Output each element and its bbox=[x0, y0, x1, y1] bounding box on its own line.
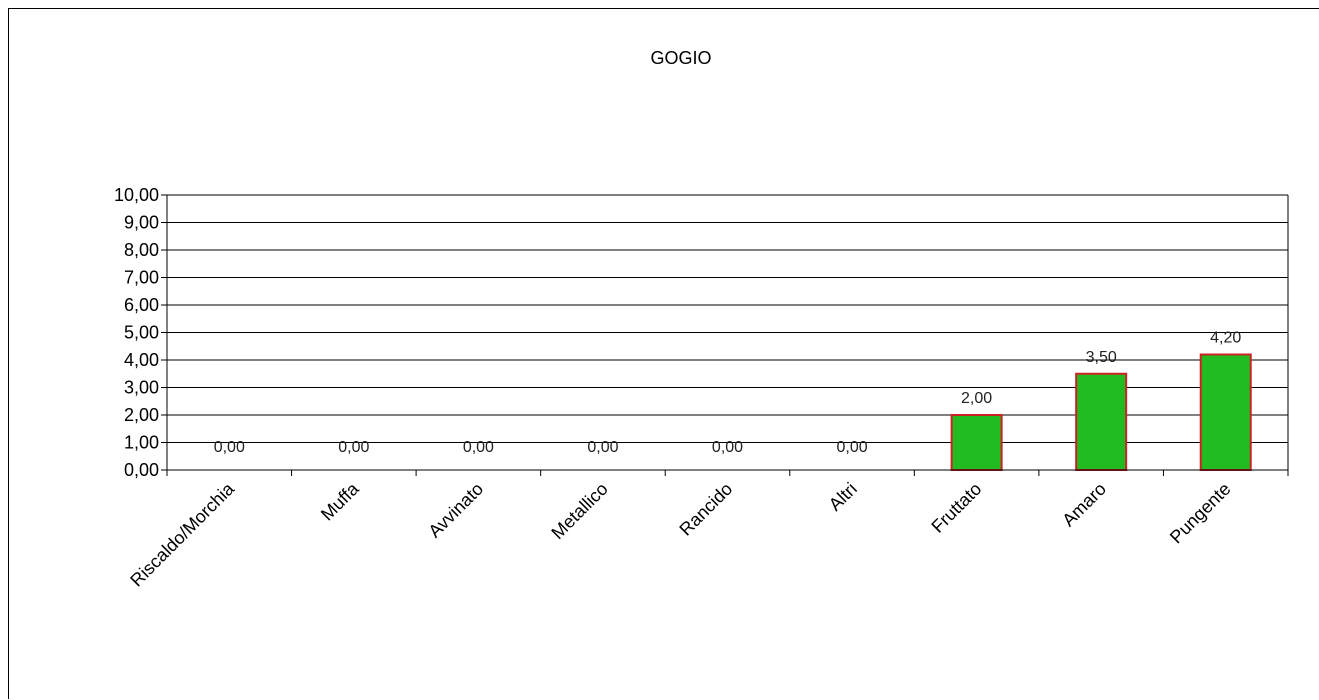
x-tick-label: Fruttato bbox=[927, 479, 985, 537]
x-tick-label: Metallico bbox=[547, 479, 611, 543]
data-label: 0,00 bbox=[214, 439, 245, 456]
y-tick-label: 4,00 bbox=[124, 350, 159, 370]
y-tick-label: 7,00 bbox=[124, 268, 159, 288]
data-labels: 0,00 0,00 0,00 0,00 0,00 0,00 2,00 3,50 4,20 bbox=[214, 330, 1242, 457]
data-label: 3,50 bbox=[1086, 349, 1117, 366]
x-tick-label: Altri bbox=[825, 479, 861, 515]
x-tick-label: Rancido bbox=[675, 479, 736, 540]
data-label: 0,00 bbox=[587, 439, 618, 456]
y-tick-label: 2,00 bbox=[124, 405, 159, 425]
x-tick-labels: Riscaldo/Morchia Muffa Avvinato Metallico Ra… bbox=[126, 478, 1234, 590]
bar bbox=[1075, 372, 1128, 471]
bars bbox=[950, 353, 1252, 471]
bar-chart: GOGIO 0,00 1,00 2,00 3,00 4,00 5,00 6,00 7,00 8,… bbox=[114, 48, 1289, 590]
data-label: 0,00 bbox=[836, 439, 867, 456]
chart-frame: GOGIO 0,00 1,00 2,00 3,00 4,00 5,00 6,00 7,00 8,… bbox=[8, 8, 1319, 699]
x-tick-label: Muffa bbox=[317, 478, 363, 524]
bar bbox=[950, 414, 1003, 471]
data-label: 4,20 bbox=[1210, 330, 1241, 347]
axes bbox=[161, 194, 1289, 476]
data-label: 2,00 bbox=[961, 390, 992, 407]
data-label: 0,00 bbox=[712, 439, 743, 456]
data-label: 0,00 bbox=[463, 439, 494, 456]
y-tick-labels: 0,00 1,00 2,00 3,00 4,00 5,00 6,00 7,00 8,00 9,00… bbox=[114, 185, 159, 480]
x-tick-label: Avvinato bbox=[424, 479, 487, 542]
x-tick-label: Amaro bbox=[1058, 479, 1110, 531]
x-tick-label: Riscaldo/Morchia bbox=[126, 478, 238, 590]
y-tick-label: 0,00 bbox=[124, 460, 159, 480]
y-tick-label: 1,00 bbox=[124, 433, 159, 453]
y-tick-label: 8,00 bbox=[124, 240, 159, 260]
chart-title: GOGIO bbox=[650, 48, 711, 68]
y-tick-label: 3,00 bbox=[124, 378, 159, 398]
gridlines bbox=[167, 194, 1288, 443]
x-tick-label: Pungente bbox=[1166, 479, 1235, 548]
y-tick-label: 5,00 bbox=[124, 323, 159, 343]
y-tick-label: 9,00 bbox=[124, 213, 159, 233]
y-tick-label: 10,00 bbox=[114, 185, 159, 205]
y-tick-label: 6,00 bbox=[124, 295, 159, 315]
data-label: 0,00 bbox=[338, 439, 369, 456]
bar bbox=[1199, 353, 1252, 471]
